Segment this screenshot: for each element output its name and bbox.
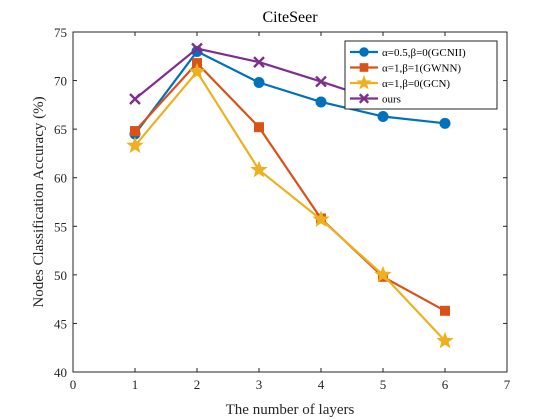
legend-marker [358, 93, 370, 104]
data-point [188, 62, 206, 80]
data-point [129, 93, 141, 105]
legend-item: ours [350, 93, 401, 106]
data-point [253, 77, 265, 89]
y-tick-label: 75 [54, 25, 67, 40]
data-point [315, 96, 327, 108]
data-point [126, 136, 144, 154]
legend-label: α=0.5,β=0(GCNII) [382, 47, 466, 59]
legend: α=0.5,β=0(GCNII) α=1,β=1(GWNN) α=1,β=0(GCN… [344, 40, 498, 110]
data-point [377, 111, 389, 123]
y-tick-label: 45 [54, 316, 67, 331]
x-tick-label: 1 [132, 377, 139, 392]
data-point [436, 331, 454, 349]
data-point [253, 56, 265, 68]
series-2 [126, 62, 454, 349]
x-tick-label: 2 [194, 377, 201, 392]
x-tick-label: 5 [380, 377, 387, 392]
data-point [130, 126, 140, 137]
series-line [134, 50, 446, 135]
data-point [374, 265, 392, 283]
y-axis-label: Nodes Classification Accuracy (%) [31, 96, 47, 307]
y-tick-label: 60 [54, 171, 67, 186]
legend-label: α=1,β=0(GCN) [382, 78, 450, 90]
data-point [440, 305, 450, 316]
data-point [254, 122, 264, 133]
y-tick-label: 65 [54, 122, 67, 137]
legend-marker [359, 63, 369, 72]
legend-item: α=1,β=0(GCN) [350, 75, 450, 90]
data-point [191, 42, 203, 55]
series-line [134, 61, 446, 312]
x-axis-label: The number of layers [226, 402, 355, 418]
y-tick-label: 70 [54, 74, 67, 89]
data-point [250, 160, 268, 178]
chart-title: CiteSeer [262, 9, 318, 26]
series-line [134, 69, 446, 342]
legend-item: α=0.5,β=0(GCNII) [350, 47, 466, 59]
y-tick-label: 50 [54, 268, 67, 283]
legend-label: α=1,β=1(GWNN) [382, 63, 461, 75]
legend-marker [356, 75, 372, 90]
x-tick-label: 6 [442, 377, 449, 392]
legend-marker [359, 47, 369, 57]
legend-label: ours [382, 94, 401, 106]
y-tick-label: 40 [54, 365, 67, 380]
data-point [315, 75, 327, 88]
x-tick-label: 3 [256, 377, 263, 392]
y-tick-label: 55 [54, 219, 67, 234]
series-0 [129, 45, 451, 140]
data-point [439, 117, 451, 129]
x-tick-label: 7 [504, 377, 511, 392]
data-point [312, 210, 330, 227]
legend-item: α=1,β=1(GWNN) [350, 63, 461, 75]
x-tick-label: 4 [318, 377, 325, 392]
x-tick-label: 0 [70, 377, 77, 392]
